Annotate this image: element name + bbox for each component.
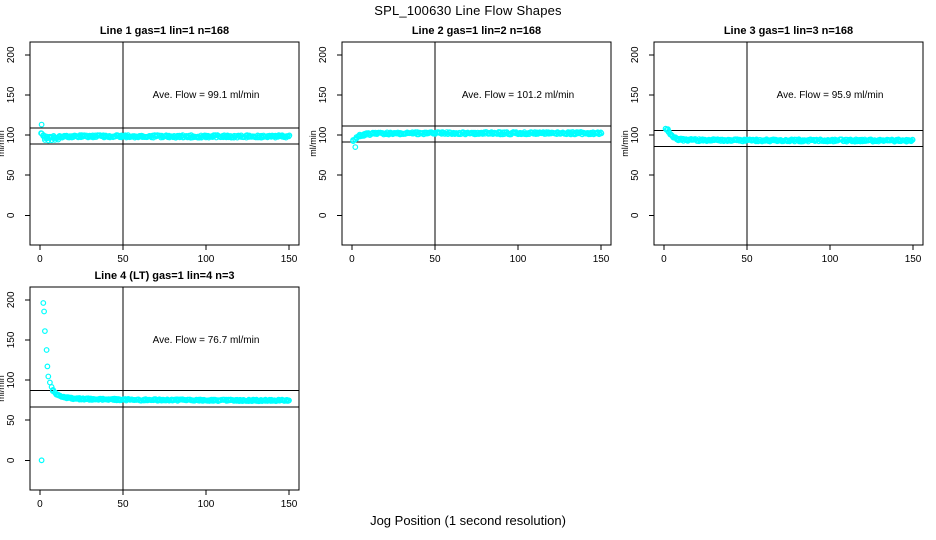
y-axis-title: ml/min (0, 130, 6, 157)
x-axis-label: Jog Position (1 second resolution) (370, 513, 566, 528)
flow-band-point (750, 136, 756, 143)
panel-border (341, 41, 612, 246)
x-tick-label: 50 (429, 254, 441, 265)
x-tick-label: 0 (37, 499, 43, 510)
avg-flow-annotation: Ave. Flow = 101.2 ml/min (462, 90, 574, 101)
y-tick-label: 150 (318, 86, 329, 103)
data-point (55, 136, 62, 143)
x-tick-label: 150 (281, 499, 298, 510)
y-tick-label: 50 (6, 169, 17, 181)
subplot-line-4: 0 50 100 150 0 50 100 150 200 ml/min Line 4 (LT) g… (0, 270, 300, 510)
data-point (48, 137, 55, 144)
subplot-line-3: 0 50 100 150 0 50 100 150 200 ml/min Line 3 gas=1 … (620, 25, 924, 265)
subplot-title: Line 2 gas=1 lin=2 n=168 (412, 25, 541, 37)
data-point (38, 457, 45, 464)
y-tick-label: 0 (630, 212, 641, 218)
data-points (350, 129, 605, 150)
flow-band-point (286, 132, 293, 139)
panel-border (29, 286, 300, 491)
subplot-title: Line 3 gas=1 lin=3 n=168 (724, 25, 853, 37)
y-tick-label: 50 (630, 169, 641, 181)
data-point (42, 328, 48, 334)
data-points (662, 125, 916, 145)
y-tick-label: 200 (318, 46, 329, 63)
subplot-title: Line 1 gas=1 lin=1 n=168 (100, 25, 229, 37)
y-tick-label: 0 (6, 457, 17, 463)
data-point (41, 308, 47, 315)
x-tick-label: 50 (117, 254, 129, 265)
y-axis-title: ml/min (0, 375, 6, 402)
y-tick-label: 200 (630, 46, 641, 63)
x-tick-label: 150 (593, 254, 610, 265)
subplot-title: Line 4 (LT) gas=1 lin=4 n=3 (94, 270, 234, 282)
y-axis-title: ml/min (308, 130, 318, 157)
flow-band-point (286, 397, 292, 404)
data-point (43, 347, 50, 353)
data-point (42, 137, 48, 143)
y-tick-label: 100 (6, 126, 17, 143)
flow-band-point (908, 137, 915, 144)
x-tick-label: 0 (349, 254, 355, 265)
y-tick-label: 200 (6, 46, 17, 63)
avg-flow-annotation: Ave. Flow = 95.9 ml/min (777, 90, 884, 101)
panel-border (653, 41, 924, 246)
x-tick-label: 0 (37, 254, 43, 265)
flow-band-point (909, 137, 916, 143)
data-point (40, 300, 47, 306)
y-tick-label: 150 (630, 86, 641, 103)
y-tick-label: 50 (318, 169, 329, 181)
data-point (663, 126, 670, 133)
x-tick-label: 50 (117, 499, 129, 510)
x-tick-label: 0 (661, 254, 667, 265)
data-points (38, 300, 292, 464)
data-point (48, 383, 55, 390)
flow-band-point (374, 131, 380, 137)
x-tick-label: 50 (741, 254, 753, 265)
y-axis-title: ml/min (620, 130, 630, 157)
y-tick-label: 150 (6, 331, 17, 348)
flow-band-point (598, 130, 605, 137)
x-tick-label: 150 (905, 254, 922, 265)
data-point (352, 144, 359, 150)
y-tick-label: 0 (6, 212, 17, 218)
data-point (662, 125, 669, 132)
data-point (44, 363, 51, 370)
y-tick-label: 100 (630, 126, 641, 143)
y-tick-label: 100 (6, 371, 17, 388)
x-tick-label: 100 (198, 254, 215, 265)
data-points (38, 121, 293, 144)
data-point (45, 373, 52, 380)
avg-flow-annotation: Ave. Flow = 76.7 ml/min (153, 335, 260, 346)
y-tick-label: 150 (6, 86, 17, 103)
avg-flow-annotation: Ave. Flow = 99.1 ml/min (153, 90, 260, 101)
x-tick-label: 150 (281, 254, 298, 265)
subplot-line-2: 0 50 100 150 0 50 100 150 200 ml/min Line 2 gas=1 … (308, 25, 612, 265)
y-tick-label: 0 (318, 212, 329, 218)
y-tick-label: 50 (6, 414, 17, 426)
y-tick-label: 200 (6, 291, 17, 308)
data-point (52, 136, 58, 143)
x-tick-label: 100 (510, 254, 527, 265)
data-point (45, 137, 52, 144)
x-tick-label: 100 (198, 499, 215, 510)
x-tick-label: 100 (822, 254, 839, 265)
figure-title: SPL_100630 Line Flow Shapes (374, 3, 562, 18)
data-point (38, 121, 45, 128)
y-tick-label: 100 (318, 126, 329, 143)
subplot-line-1: 0 50 100 150 0 50 100 150 200 ml/min Line 1 gas=1 … (0, 25, 300, 265)
